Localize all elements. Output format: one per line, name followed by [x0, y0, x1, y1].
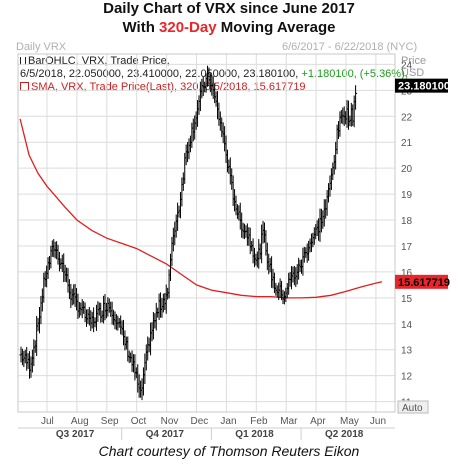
- ohlc-bars: [19, 65, 358, 401]
- last-price-label: 23.180100: [398, 81, 450, 93]
- x-month-label: Sep: [101, 416, 119, 427]
- subtitle-accent: 320-Day: [159, 19, 217, 36]
- sma-layer: [19, 118, 383, 299]
- x-quarter-label: Q2 2018: [325, 429, 364, 440]
- price-change: +1.180100, (+5.36%),: [301, 68, 408, 80]
- x-month-label: Aug: [71, 416, 89, 427]
- y-tick-label: 21: [401, 138, 413, 149]
- y-tick-label: 20: [401, 164, 413, 175]
- sma-value-box: [395, 274, 448, 289]
- y-axis: 1112131415161718192021222324: [401, 60, 413, 408]
- y-tick-label: 24: [401, 60, 413, 71]
- chart-title: Daily Chart of VRX since June 2017: [103, 0, 355, 17]
- sma-line: [19, 118, 383, 299]
- x-month-label: May: [340, 416, 359, 427]
- y-tick-label: 15: [401, 294, 413, 305]
- auto-scale-button[interactable]: [397, 400, 429, 414]
- x-quarter-label: Q4 2017: [146, 429, 185, 440]
- chart-caption: Chart courtesy of Thomson Reuters Eikon: [98, 443, 360, 459]
- y-tick-label: 16: [401, 268, 413, 279]
- y-tick-label: 19: [401, 190, 413, 201]
- x-month-label: Mar: [280, 416, 298, 427]
- ohlc-bar: [354, 85, 358, 110]
- y-tick-label: 17: [401, 242, 413, 253]
- chart-grid: [18, 54, 395, 412]
- x-month-label: Apr: [310, 416, 326, 427]
- ohlc-icon: [20, 57, 26, 65]
- value-labels: 23.180100 15.617719 Auto: [395, 78, 450, 414]
- header-instrument: Daily VRX: [16, 41, 67, 53]
- x-quarter-label: Q3 2017: [56, 429, 95, 440]
- header-date-range: 6/6/2017 - 6/22/2018 (NYC): [282, 41, 418, 53]
- chart-subtitle: With 320-Day Moving Average: [122, 19, 336, 36]
- y-tick-label: 13: [401, 346, 413, 357]
- last-price-box: [395, 78, 448, 93]
- price-axis-label: Price: [401, 55, 427, 67]
- x-quarter-label: Q1 2018: [235, 429, 274, 440]
- x-month-label: Nov: [161, 416, 179, 427]
- y-tick-label: 14: [401, 320, 413, 331]
- plot-frame: [17, 53, 396, 413]
- x-axis: Jul Aug Sep Oct Nov Dec Jan Feb Mar Apr May Jun Q3 2…: [18, 416, 395, 440]
- currency-label: USD: [401, 67, 425, 79]
- x-month-label: Jun: [370, 416, 386, 427]
- y-tick-label: 18: [401, 216, 413, 227]
- x-month-label: Jan: [220, 416, 236, 427]
- y-tick-label: 22: [401, 112, 413, 123]
- x-month-label: Oct: [131, 416, 147, 427]
- legend-bar-line2: 6/5/2018, 22.050000, 23.410000, 22.05000…: [20, 68, 408, 80]
- x-month-label: Dec: [191, 416, 209, 427]
- sma-value-label: 15.617719: [398, 277, 450, 289]
- auto-scale-label: Auto: [402, 403, 423, 414]
- x-month-label: Jul: [41, 416, 54, 427]
- y-tick-label: 12: [401, 372, 413, 383]
- x-month-label: Feb: [250, 416, 268, 427]
